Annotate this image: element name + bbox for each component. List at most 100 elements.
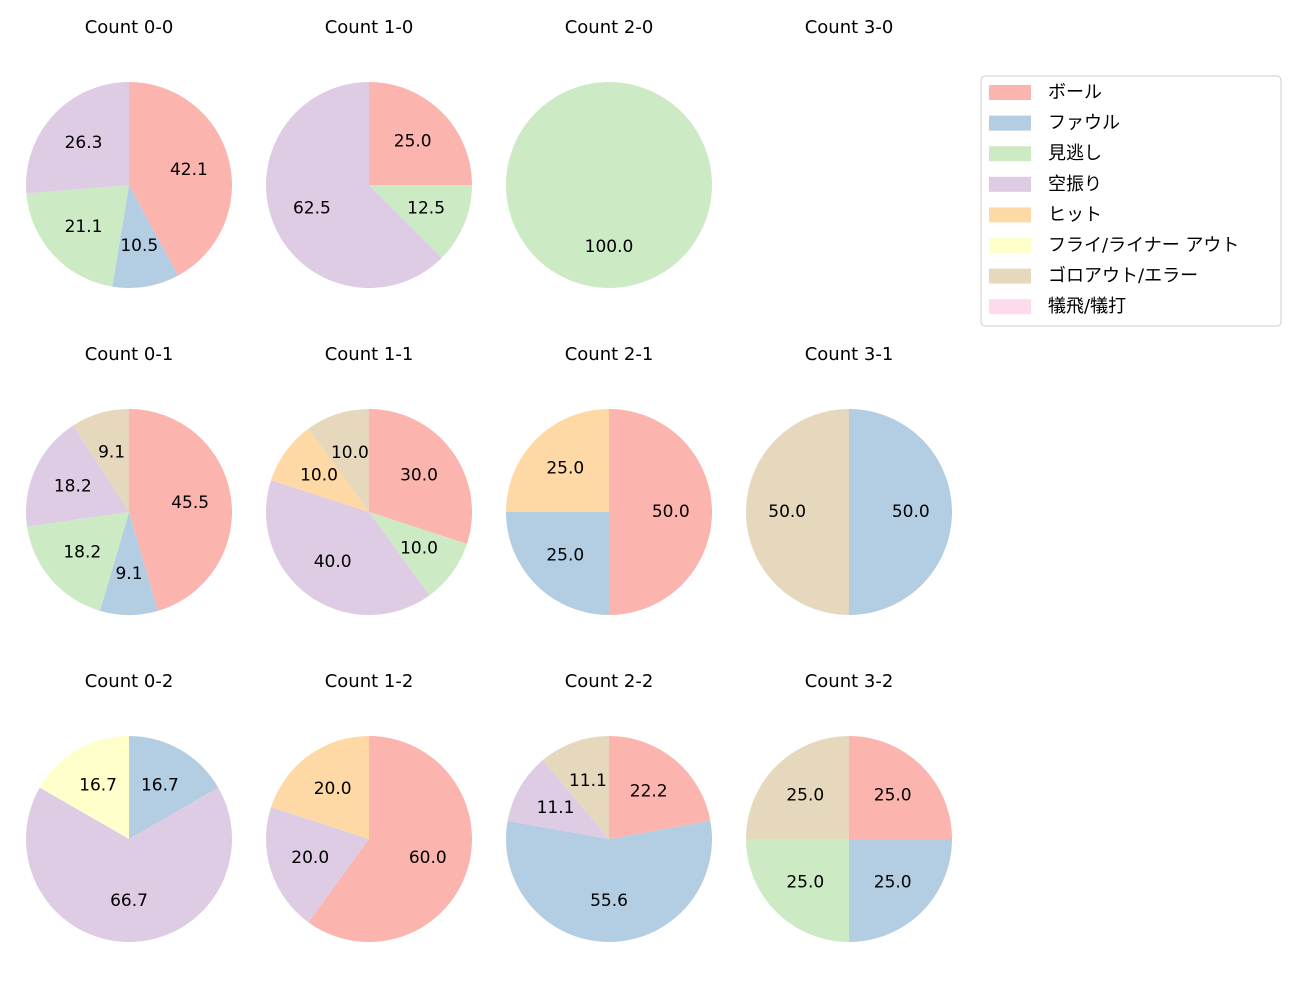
legend-label: 見逃し	[1048, 143, 1102, 164]
pie-slice	[99, 512, 159, 615]
slice-label: 20.0	[291, 848, 329, 868]
legend-patch	[989, 238, 1031, 253]
legend-patch	[989, 207, 1031, 223]
pie-slice	[369, 82, 472, 185]
slice-label: 66.7	[110, 891, 148, 911]
slice-label: 16.7	[141, 775, 179, 795]
chart-title: Count 0-2	[85, 671, 174, 692]
chart-title: Count 1-1	[325, 344, 414, 365]
pie-slice	[849, 409, 952, 615]
pie-slice	[507, 760, 609, 839]
slice-label: 30.0	[400, 466, 438, 486]
legend-label: ゴロアウト/エラー	[1048, 266, 1198, 287]
legend-patch	[989, 85, 1031, 100]
slice-label: 22.2	[630, 782, 668, 802]
slice-label: 10.0	[300, 466, 338, 486]
legend-label: 犠飛/犠打	[1048, 296, 1126, 317]
slice-label: 62.5	[293, 199, 331, 219]
chart-title: Count 1-0	[325, 17, 414, 38]
slice-label: 25.0	[546, 458, 584, 478]
slice-label: 20.0	[314, 779, 352, 799]
slice-label: 12.5	[407, 199, 445, 219]
pie-slice	[129, 736, 219, 839]
pie-slice	[308, 409, 369, 512]
pie-slice	[849, 736, 952, 839]
pie-slice	[849, 839, 952, 942]
chart-title: Count 3-1	[805, 344, 894, 365]
slice-label: 50.0	[892, 502, 930, 522]
pie-slice	[25, 787, 232, 942]
pie-slice	[129, 409, 232, 611]
slice-label: 21.1	[65, 217, 103, 237]
slice-label: 11.1	[537, 798, 575, 818]
slice-label: 25.0	[786, 785, 824, 805]
chart-title: Count 2-1	[565, 344, 654, 365]
legend-patch	[989, 176, 1031, 192]
slice-label: 55.6	[590, 891, 628, 911]
pie-slice	[609, 736, 711, 839]
pie-slice	[129, 82, 232, 276]
pie-slice	[271, 428, 369, 512]
pie-slice	[369, 409, 472, 544]
legend-label: フライ/ライナー アウト	[1048, 235, 1239, 256]
pie-slice	[266, 807, 369, 923]
slice-label: 50.0	[652, 502, 690, 522]
slice-label: 18.2	[63, 542, 101, 562]
chart-title: Count 0-1	[85, 344, 174, 365]
slice-label: 10.0	[400, 538, 438, 558]
chart-title: Count 2-0	[565, 17, 654, 38]
slice-label: 26.3	[65, 133, 103, 153]
pie-slice	[26, 185, 130, 287]
pie-slice	[506, 82, 712, 288]
legend-label: ファウル	[1048, 113, 1120, 134]
slice-label: 25.0	[786, 873, 824, 893]
slice-label: 100.0	[585, 237, 634, 257]
pie-slice	[746, 839, 849, 942]
slice-label: 25.0	[874, 785, 912, 805]
chart-title: Count 2-2	[565, 671, 654, 692]
chart-title: Count 3-2	[805, 671, 894, 692]
slice-label: 25.0	[874, 873, 912, 893]
pie-slice	[506, 820, 712, 942]
slice-label: 18.2	[54, 476, 92, 496]
pie-slice	[369, 512, 467, 596]
legend-label: ボール	[1048, 82, 1102, 103]
pie-slice	[25, 82, 129, 194]
slice-label: 9.1	[98, 443, 125, 463]
slice-label: 16.7	[79, 775, 117, 795]
slice-label: 40.0	[314, 552, 352, 572]
pie-slice	[308, 736, 473, 942]
pie-slice	[39, 736, 129, 839]
pie-slice	[26, 425, 130, 527]
pie-slice	[266, 480, 430, 616]
legend-patch	[989, 146, 1031, 162]
legend-patch	[989, 299, 1031, 315]
slice-label: 11.1	[569, 771, 607, 791]
slice-label: 10.0	[331, 443, 369, 463]
pie-slice	[27, 512, 129, 611]
pie-slice	[369, 185, 472, 258]
pie-slice	[265, 82, 442, 288]
slice-label: 25.0	[394, 131, 432, 151]
legend-patch	[989, 268, 1031, 284]
legend-patch	[989, 115, 1031, 131]
pie-slice	[542, 736, 609, 839]
slice-label: 9.1	[115, 564, 142, 584]
chart-title: Count 1-2	[325, 671, 414, 692]
pie-slice	[506, 512, 609, 615]
pie-slice	[112, 185, 179, 289]
slice-label: 25.0	[546, 546, 584, 566]
slice-label: 45.5	[171, 493, 209, 513]
pie-slice	[271, 736, 369, 839]
slice-label: 10.5	[120, 236, 158, 256]
legend-box	[980, 75, 1282, 327]
pie-slice	[609, 409, 712, 615]
pie-slice	[506, 409, 609, 512]
chart-title: Count 3-0	[805, 17, 894, 38]
chart-title: Count 0-0	[85, 17, 174, 38]
slice-label: 42.1	[170, 160, 208, 180]
legend-label: ヒット	[1048, 204, 1102, 225]
pie-slice	[746, 736, 849, 839]
